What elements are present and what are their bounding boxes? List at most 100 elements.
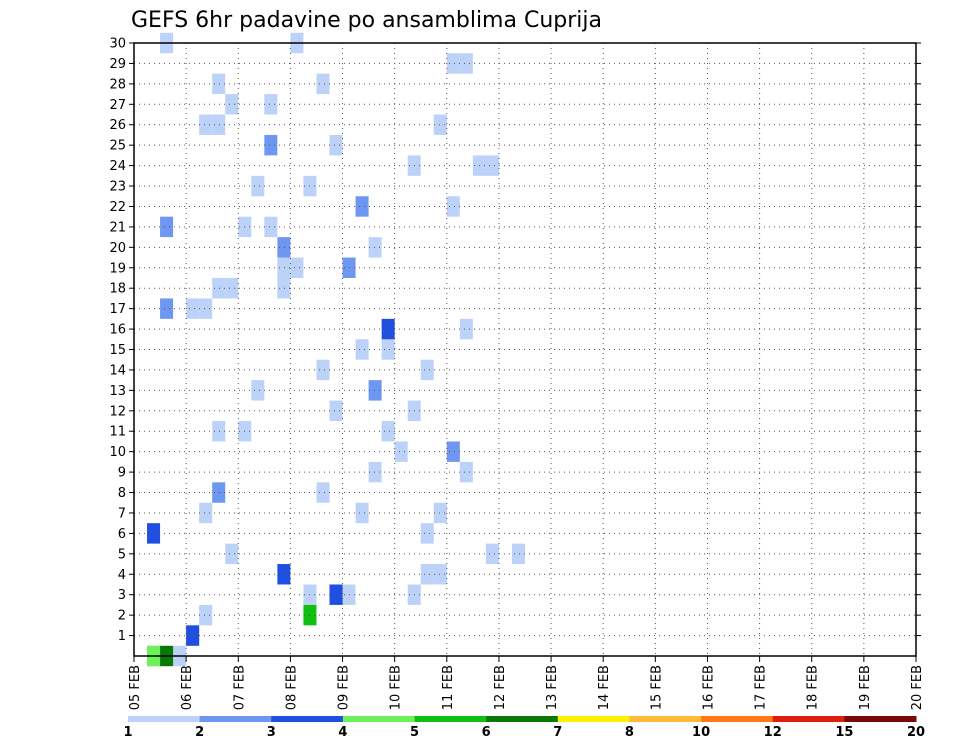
colorbar-legend: 1 2 3 4 5 6 7 8 10 12 15 20 xyxy=(123,716,925,740)
y-tick-label: 7 xyxy=(118,506,126,521)
legend-label: 4 xyxy=(338,725,347,740)
x-axis-ticks: 05 FEB 06 FEB 07 FEB 08 FEB 09 FEB 10 FEB 11 F… xyxy=(128,656,925,710)
y-tick-label: 17 xyxy=(109,302,126,317)
heatmap-cell xyxy=(381,339,395,360)
y-tick-label: 5 xyxy=(118,547,126,562)
legend-label: 7 xyxy=(553,725,562,740)
heatmap-cell xyxy=(433,564,447,585)
heatmap-cell xyxy=(147,523,161,544)
chart-title: GEFS 6hr padavine po ansamblima Cuprija xyxy=(131,8,602,33)
x-tick-label: 09 FEB xyxy=(337,665,352,710)
heatmap-cell xyxy=(459,318,473,340)
heatmap-cell xyxy=(433,114,447,135)
x-tick-label: 14 FEB xyxy=(597,665,612,710)
y-tick-label: 6 xyxy=(118,527,126,542)
heatmap-cell xyxy=(186,625,200,646)
x-tick-label: 12 FEB xyxy=(493,665,508,710)
y-tick-label: 22 xyxy=(109,200,126,215)
y-tick-label: 12 xyxy=(109,404,126,419)
x-tick-label: 13 FEB xyxy=(545,665,560,710)
heatmap-cell xyxy=(329,400,343,422)
heatmap-cell xyxy=(355,196,369,217)
heatmap-cell xyxy=(433,502,447,524)
x-tick-label: 11 FEB xyxy=(441,665,456,710)
heatmap-cell xyxy=(264,216,278,238)
y-tick-label: 13 xyxy=(109,384,126,399)
heatmap-cell xyxy=(264,94,278,115)
heatmap-cell xyxy=(316,359,330,381)
legend-swatch xyxy=(557,716,630,722)
y-tick-label: 19 xyxy=(109,261,126,276)
legend-label: 15 xyxy=(835,725,853,740)
heatmap-cell xyxy=(459,53,473,74)
legend-swatch xyxy=(701,716,774,722)
y-tick-label: 16 xyxy=(109,323,126,338)
y-tick-label: 3 xyxy=(118,588,126,603)
heatmap-cell xyxy=(420,564,434,585)
y-tick-label: 11 xyxy=(109,425,126,440)
heatmap-cell xyxy=(329,584,343,605)
heatmap-cell xyxy=(199,604,213,626)
heatmap-cell xyxy=(355,339,369,360)
y-tick-label: 20 xyxy=(109,241,126,256)
heatmap-cell xyxy=(420,359,434,381)
y-tick-label: 18 xyxy=(109,282,126,297)
y-tick-label: 24 xyxy=(109,159,126,174)
x-tick-label: 05 FEB xyxy=(128,665,143,710)
heatmap-cell xyxy=(277,277,291,299)
heatmap-cell xyxy=(160,216,174,238)
y-tick-label: 8 xyxy=(118,486,126,501)
heatmap-cell xyxy=(290,257,304,278)
legend-label: 5 xyxy=(410,725,419,740)
y-tick-label: 15 xyxy=(109,343,126,358)
x-tick-label: 19 FEB xyxy=(858,665,873,710)
heatmap-cell xyxy=(485,155,499,176)
y-tick-label: 25 xyxy=(109,139,126,154)
y-tick-label: 14 xyxy=(109,363,126,378)
heatmap-cell xyxy=(368,380,382,401)
legend-swatch xyxy=(199,716,272,722)
heatmap-cell xyxy=(485,543,499,565)
legend-label: 20 xyxy=(907,725,925,740)
heatmap-cell xyxy=(251,175,265,197)
heatmap-cell xyxy=(511,543,525,565)
x-tick-label: 07 FEB xyxy=(232,665,247,710)
x-tick-label: 18 FEB xyxy=(806,665,821,710)
heatmap-cell xyxy=(316,482,330,503)
heatmap-cell xyxy=(225,277,239,299)
legend-label: 1 xyxy=(123,725,132,740)
heatmap-cell xyxy=(212,421,226,442)
y-tick-label: 29 xyxy=(109,57,126,72)
heatmap-cell xyxy=(446,441,460,462)
legend-swatch xyxy=(342,716,416,722)
heatmap-cell xyxy=(446,53,460,74)
y-tick-label: 4 xyxy=(118,568,126,583)
legend-swatch xyxy=(414,716,487,722)
heatmap-cell xyxy=(160,298,174,319)
legend-swatch xyxy=(772,716,845,722)
y-tick-label: 30 xyxy=(109,37,126,52)
heatmap-cell xyxy=(420,523,434,544)
legend-swatch xyxy=(486,716,559,722)
heatmap-cell xyxy=(225,94,239,115)
heatmap-cell xyxy=(264,134,278,156)
y-tick-label: 23 xyxy=(109,180,126,195)
x-tick-label: 16 FEB xyxy=(701,665,716,710)
heatmap-cell xyxy=(199,502,213,524)
y-tick-label: 28 xyxy=(109,77,126,92)
x-tick-label: 20 FEB xyxy=(910,665,925,710)
legend-label: 2 xyxy=(195,725,204,740)
legend-label: 8 xyxy=(625,725,634,740)
x-tick-label: 15 FEB xyxy=(649,665,664,710)
heatmap-cell xyxy=(381,421,395,442)
legend-swatch xyxy=(128,716,201,722)
y-tick-label: 9 xyxy=(118,466,126,481)
y-tick-label: 10 xyxy=(109,445,126,460)
x-tick-label: 17 FEB xyxy=(754,665,769,710)
legend-label: 12 xyxy=(764,725,782,740)
heatmap-cells xyxy=(147,32,525,667)
heatmap-cell xyxy=(368,461,382,483)
heatmap-cell xyxy=(368,237,382,258)
heatmap-cell xyxy=(277,237,291,258)
